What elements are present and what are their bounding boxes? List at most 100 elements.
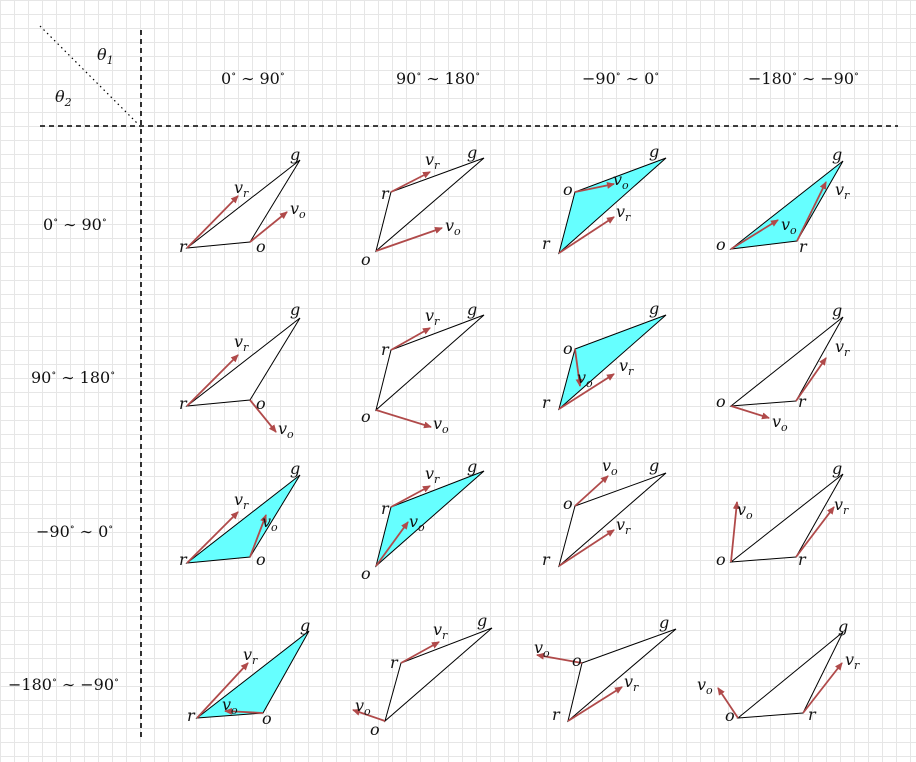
label-g: g: [290, 145, 300, 164]
column-header-2: 90∘ ∼ 180∘: [396, 69, 480, 88]
vr-arrow: [400, 641, 440, 664]
vr-arrow: [795, 357, 827, 402]
vo-arrow: [375, 226, 443, 252]
label-vr: vr: [624, 672, 639, 694]
label-vr: vr: [845, 650, 860, 672]
triangle-rog: [185, 159, 301, 249]
label-g: g: [300, 616, 310, 635]
label-r: r: [381, 184, 390, 203]
label-vr: vr: [425, 150, 440, 172]
vr-arrow: [186, 511, 239, 564]
label-r: r: [799, 237, 808, 256]
triangle-cell-r1-c4: r o g vr vo: [716, 145, 850, 256]
vr-arrow: [567, 686, 623, 722]
triangle-rog: [375, 470, 485, 568]
triangle-rog: [558, 157, 667, 255]
vo-arrow: [730, 405, 770, 420]
label-g: g: [467, 143, 477, 162]
triangle-cell-r4-c2: r o g vr vo: [352, 611, 493, 739]
triangle-cell-r2-c1: r o g vr vo: [179, 300, 301, 441]
label-o: o: [716, 235, 726, 254]
label-o: o: [361, 407, 371, 426]
vo-arrow: [574, 348, 583, 387]
label-r: r: [808, 705, 817, 724]
label-vr: vr: [234, 490, 249, 512]
triangle-rog: [185, 317, 301, 407]
label-r: r: [542, 393, 551, 412]
vo-arrow: [249, 399, 277, 433]
triangle-rog: [195, 630, 310, 719]
label-r: r: [542, 550, 551, 569]
label-g: g: [832, 459, 842, 478]
vr-arrow: [795, 506, 835, 558]
triangle-rog: [729, 160, 844, 250]
vo-arrow: [249, 514, 267, 558]
label-o: o: [256, 550, 266, 569]
vo-arrow: [352, 708, 386, 722]
triangle-cell-r3-c4: r o g vr vo: [716, 459, 849, 569]
triangle-rog: [375, 314, 485, 412]
label-o: o: [563, 180, 573, 199]
label-vo: vo: [577, 368, 593, 390]
label-vo: vo: [602, 456, 618, 478]
corner-diagonal: [39, 25, 139, 125]
label-o: o: [563, 494, 573, 513]
triangle-rog: [567, 628, 677, 723]
triangle-cell-r4-c4: r o g vr vo: [697, 617, 860, 725]
label-o: o: [256, 394, 266, 413]
label-r: r: [179, 394, 188, 413]
row-header-1: 0∘ ∼ 90∘: [43, 215, 107, 234]
label-g: g: [659, 613, 669, 632]
triangle-cell-r2-c2: r o g vr vo: [361, 300, 485, 436]
label-vr: vr: [234, 178, 249, 200]
label-g: g: [832, 145, 842, 164]
triangle-rog: [384, 627, 493, 723]
label-vr: vr: [243, 645, 258, 667]
label-vr: vr: [425, 306, 440, 328]
label-vo: vo: [781, 215, 797, 237]
label-vr: vr: [616, 202, 631, 224]
label-r: r: [179, 550, 188, 569]
label-o: o: [572, 651, 582, 670]
vr-arrow: [390, 485, 431, 508]
label-o: o: [262, 709, 272, 728]
vo-arrow: [375, 409, 432, 429]
triangle-cell-r2-c4: r o g vr vo: [716, 301, 850, 434]
label-r: r: [381, 340, 390, 359]
vo-arrow: [249, 211, 288, 243]
label-g: g: [467, 300, 477, 319]
label-o: o: [256, 237, 266, 256]
label-vr: vr: [616, 515, 631, 537]
label-r: r: [798, 550, 807, 569]
triangle-cell-r4-c1: r o g vr vo: [187, 616, 310, 728]
label-o: o: [361, 564, 371, 583]
triangle-rog: [185, 474, 301, 564]
column-header-1: 0∘ ∼ 90∘: [221, 69, 285, 88]
label-vr: vr: [619, 356, 634, 378]
vr-arrow: [390, 171, 431, 193]
triangle-rog: [375, 157, 485, 253]
triangle-rog: [558, 314, 667, 411]
triangle-cell-r1-c1: r o g vr vo: [179, 145, 306, 256]
label-vr: vr: [835, 180, 850, 202]
vo-arrow: [717, 687, 739, 719]
label-g: g: [290, 300, 300, 319]
vo-arrow: [574, 181, 615, 193]
label-vr: vr: [234, 332, 249, 354]
label-vr: vr: [433, 620, 448, 642]
label-g: g: [649, 456, 659, 475]
label-g: g: [290, 459, 300, 478]
label-g: g: [832, 301, 842, 320]
vr-arrow: [802, 662, 843, 714]
row-header-2: 90∘ ∼ 180∘: [31, 368, 115, 387]
label-vr: vr: [425, 464, 440, 486]
label-o: o: [370, 720, 380, 739]
column-header-4: −180∘ ∼ −90∘: [748, 69, 859, 88]
vo-arrow: [730, 219, 779, 250]
label-vo: vo: [737, 500, 753, 522]
vr-arrow: [796, 181, 827, 242]
label-o: o: [716, 392, 726, 411]
triangle-rog: [729, 316, 844, 407]
